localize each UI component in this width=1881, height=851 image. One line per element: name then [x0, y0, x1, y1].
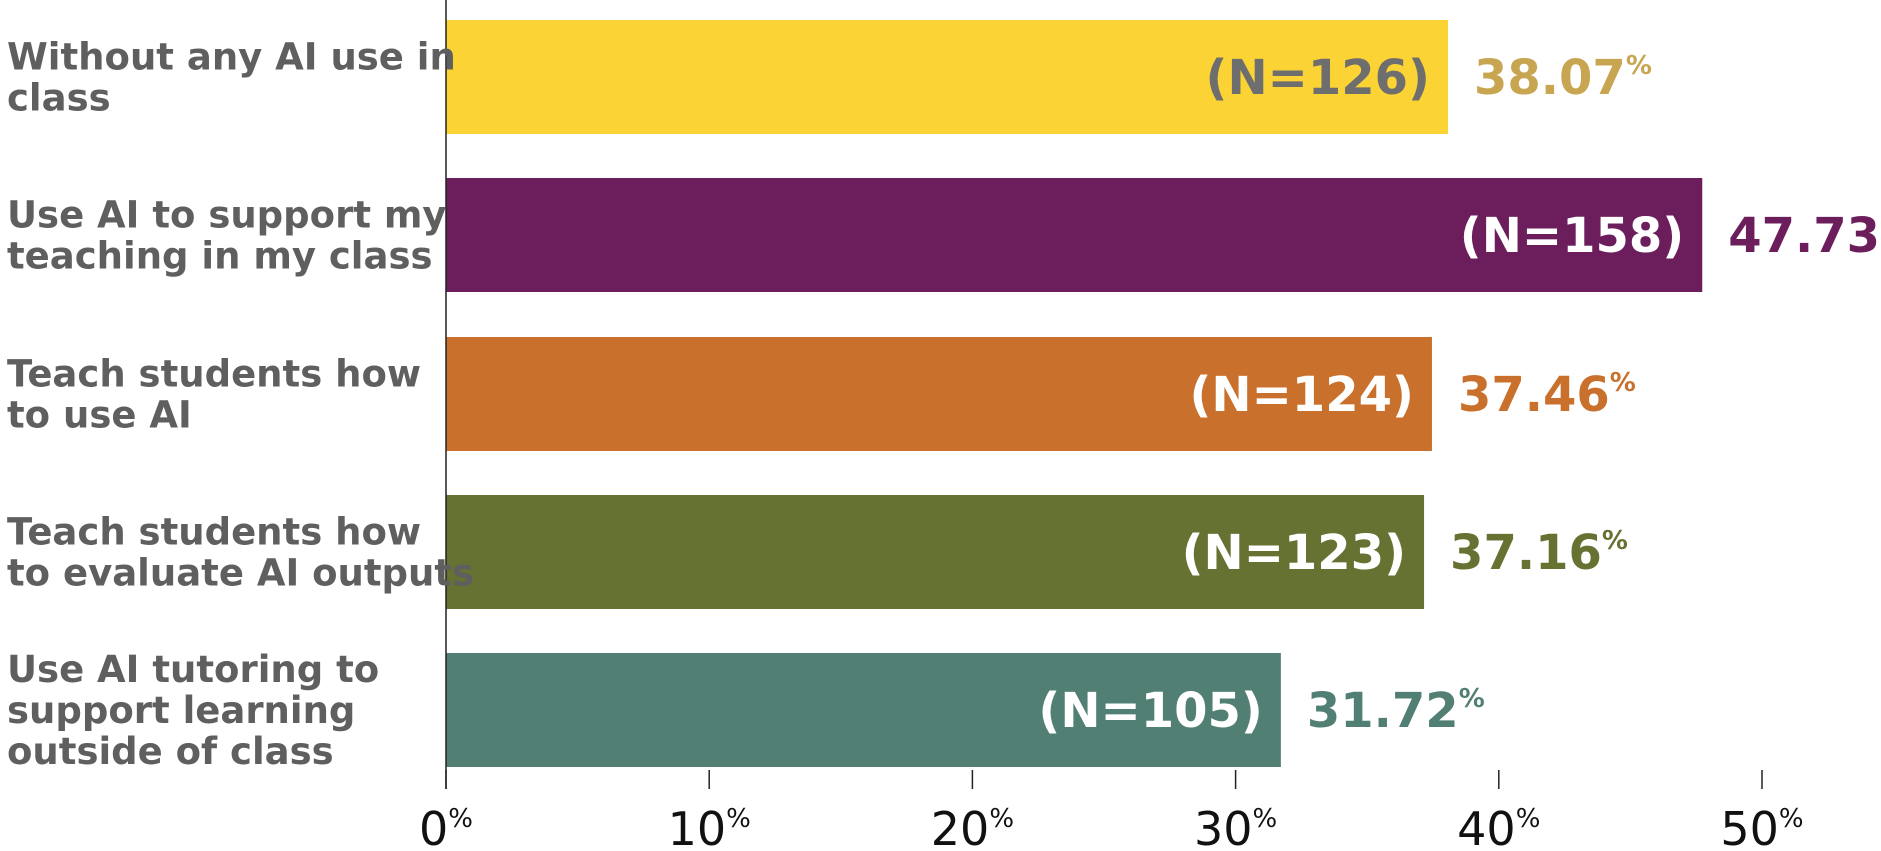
category-label-2: Use AI to support my teaching in my class — [7, 194, 447, 278]
category-label-3: Teach students how to use AI — [7, 353, 421, 437]
x-tick-label-0: 0% — [419, 802, 473, 851]
bars-layer: (N=126) 38.07% (N=158) 47.73% (N=124) 37.46% (… — [446, 20, 1881, 767]
x-tick-label-2: 20% — [931, 802, 1014, 851]
x-tick-label-1: 10% — [668, 802, 751, 851]
bar-5 — [446, 653, 1281, 767]
value-label-2: 47.73% — [1728, 208, 1881, 264]
count-label-4: (N=123) — [1182, 525, 1406, 581]
category-label-5: Use AI tutoring to support learning outsid… — [7, 648, 379, 773]
value-label-3: 37.46% — [1458, 367, 1636, 423]
x-tick-label-4: 40% — [1457, 802, 1540, 851]
bar-2 — [446, 178, 1703, 292]
count-label-2: (N=158) — [1460, 208, 1684, 264]
x-axis-ticks: 0% 10% 20% 30% 40% 50% — [419, 770, 1804, 851]
bar-1 — [446, 20, 1449, 134]
category-labels: Without any AI use in class Use AI to supp… — [7, 36, 474, 774]
value-label-5: 31.72% — [1307, 683, 1485, 739]
x-tick-label-5: 50% — [1720, 802, 1803, 851]
x-tick-label-3: 30% — [1194, 802, 1277, 851]
value-label-1: 38.07% — [1474, 50, 1652, 106]
count-label-1: (N=126) — [1206, 50, 1430, 106]
category-label-4: Teach students how to evaluate AI outputs — [7, 511, 474, 595]
value-label-4: 37.16% — [1450, 525, 1628, 581]
category-label-1: Without any AI use in class — [7, 36, 456, 120]
bar-4 — [446, 495, 1425, 609]
count-label-3: (N=124) — [1189, 367, 1413, 423]
bar-3 — [446, 337, 1432, 451]
count-label-5: (N=105) — [1038, 683, 1262, 739]
